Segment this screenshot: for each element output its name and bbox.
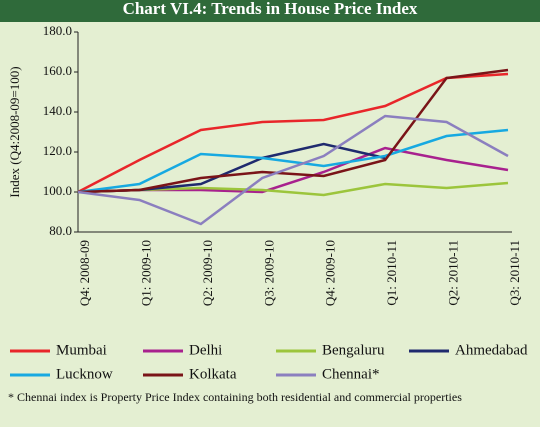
legend-label: Ahmedabad	[455, 342, 528, 358]
legend-label: Lucknow	[56, 366, 113, 382]
chart-title: Chart VI.4: Trends in House Price Index	[123, 0, 418, 18]
y-tick-label: 140.0	[43, 103, 72, 118]
footnote: * Chennai index is Property Price Index …	[8, 390, 462, 404]
x-tick-label: Q1: 2010-11	[384, 240, 399, 306]
title-band	[0, 0, 540, 22]
footnote-box: * Chennai index is Property Price Index …	[8, 390, 462, 404]
x-tick-label: Q1: 2009-10	[138, 240, 153, 306]
series-line	[77, 128, 509, 194]
series-line	[77, 72, 509, 194]
series-line	[77, 68, 509, 194]
x-tick-label: Q4: 2008-09	[77, 240, 92, 306]
legend-label: Mumbai	[56, 342, 107, 358]
legend-label: Delhi	[189, 342, 222, 358]
y-tick-label: 100.0	[43, 183, 72, 198]
y-tick-label: 80.0	[49, 223, 72, 238]
y-axis-label: Index (Q4:2008-09=100)	[7, 66, 22, 197]
legend-label: Kolkata	[189, 366, 237, 382]
x-tick-label: Q3: 2009-10	[261, 240, 276, 306]
y-tick-label: 180.0	[43, 23, 72, 38]
x-tick-label: Q4: 2009-10	[323, 240, 338, 306]
x-tick-label: Q3: 2010-11	[507, 240, 522, 306]
series-line	[77, 146, 509, 194]
y-tick-label: 160.0	[43, 63, 72, 78]
x-tick-label: Q2: 2010-11	[446, 240, 461, 306]
legend-label: Bengaluru	[322, 342, 385, 358]
x-tick-label: Q2: 2009-10	[200, 240, 215, 306]
legend-label: Chennai*	[322, 366, 380, 382]
series-line	[77, 114, 509, 226]
y-tick-label: 120.0	[43, 143, 72, 158]
